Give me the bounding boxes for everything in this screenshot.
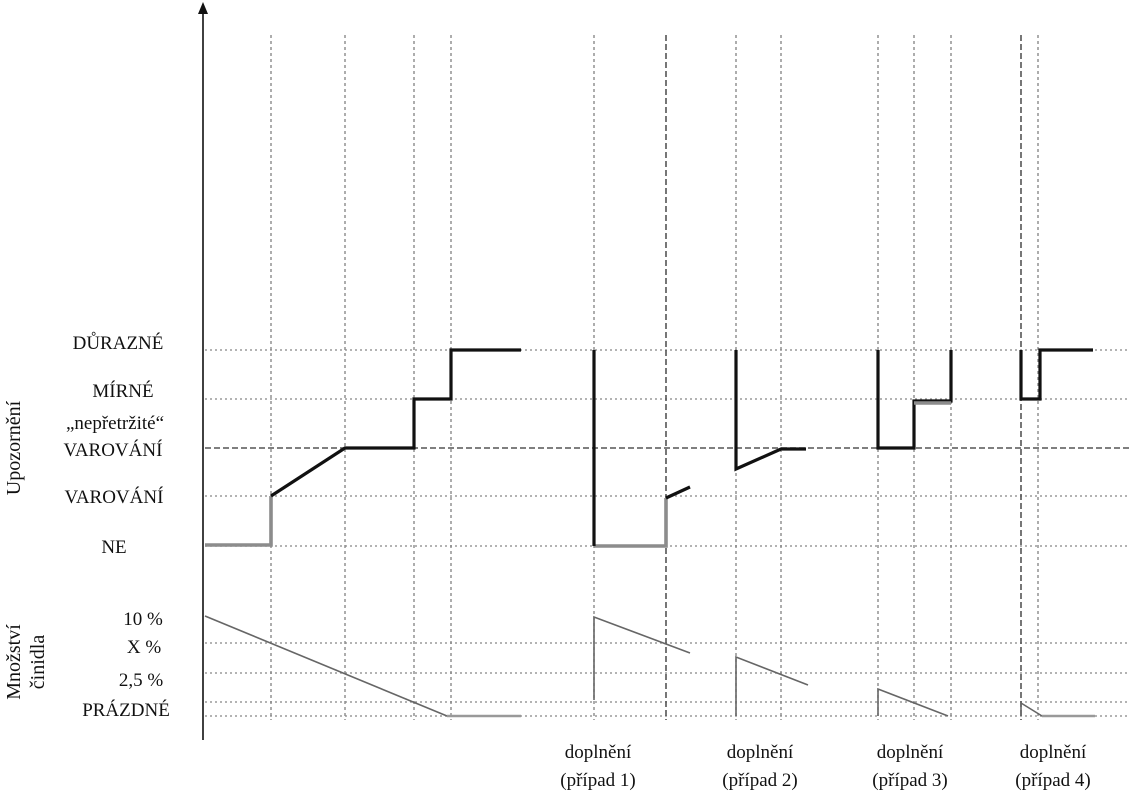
agent-level-gridlines	[205, 642, 1130, 717]
warning-curve-grey-segment	[205, 496, 273, 547]
event-label-case3-line2: (případ 3)	[872, 770, 947, 791]
event-label-case4-line2: (případ 4)	[1015, 770, 1090, 791]
event-label-case3-line1: doplnění	[877, 742, 944, 763]
event-label-case1-line2: (případ 1)	[560, 770, 635, 791]
level-label-ne: NE	[101, 537, 126, 558]
warning-curve-main	[270, 348, 521, 498]
level-label-varovani: VAROVÁNÍ	[65, 486, 164, 508]
event-label-case2-line1: doplnění	[727, 742, 794, 763]
level-label-neprerusene-line1: „nepřetržité“	[66, 413, 164, 434]
refill-event-labels: doplnění (případ 1) doplnění (případ 2) …	[560, 742, 1090, 791]
time-gridlines	[270, 35, 1039, 720]
event-label-case1-line1: doplnění	[565, 742, 632, 763]
event-label-case4-line1: doplnění	[1020, 742, 1087, 763]
agent-curve-case3	[877, 687, 949, 717]
level-label-durazne: DŮRAZNÉ	[73, 332, 164, 354]
warning-curve-case2	[734, 350, 806, 472]
agent-curve-case4	[1020, 701, 1043, 717]
warning-level-curves	[205, 348, 1093, 548]
warning-axis-title: Upozornění	[3, 400, 25, 495]
warning-level-labels: DŮRAZNÉ MÍRNÉ „nepřetržité“ VAROVÁNÍ VAR…	[64, 332, 164, 558]
axis-arrow-icon	[198, 2, 208, 14]
warning-curve-case1-grey	[594, 498, 668, 548]
warning-curve-case1-rise	[665, 485, 691, 500]
agent-curve-case2	[735, 655, 809, 716]
agent-axis-title-line2: činidla	[27, 635, 49, 690]
agent-label-p10: 10 %	[123, 609, 163, 630]
agent-label-empty: PRÁZDNÉ	[82, 699, 170, 721]
agent-label-px: X %	[127, 637, 161, 658]
agent-label-p25: 2,5 %	[119, 670, 164, 691]
agent-curve-main	[204, 615, 448, 717]
warning-curve-case3	[876, 350, 953, 450]
vertical-axis	[198, 2, 208, 740]
agent-axis-title-line1: Množství	[3, 624, 25, 700]
event-label-case2-line2: (případ 2)	[722, 770, 797, 791]
level-label-mirne: MÍRNÉ	[92, 380, 153, 402]
agent-level-labels: 10 % X % 2,5 % PRÁZDNÉ	[82, 609, 170, 721]
agent-quantity-curves	[204, 615, 1095, 718]
agent-curve-case1	[593, 615, 691, 700]
level-label-neprerusene-line2: VAROVÁNÍ	[64, 439, 163, 461]
warning-curve-case4	[1019, 348, 1093, 401]
